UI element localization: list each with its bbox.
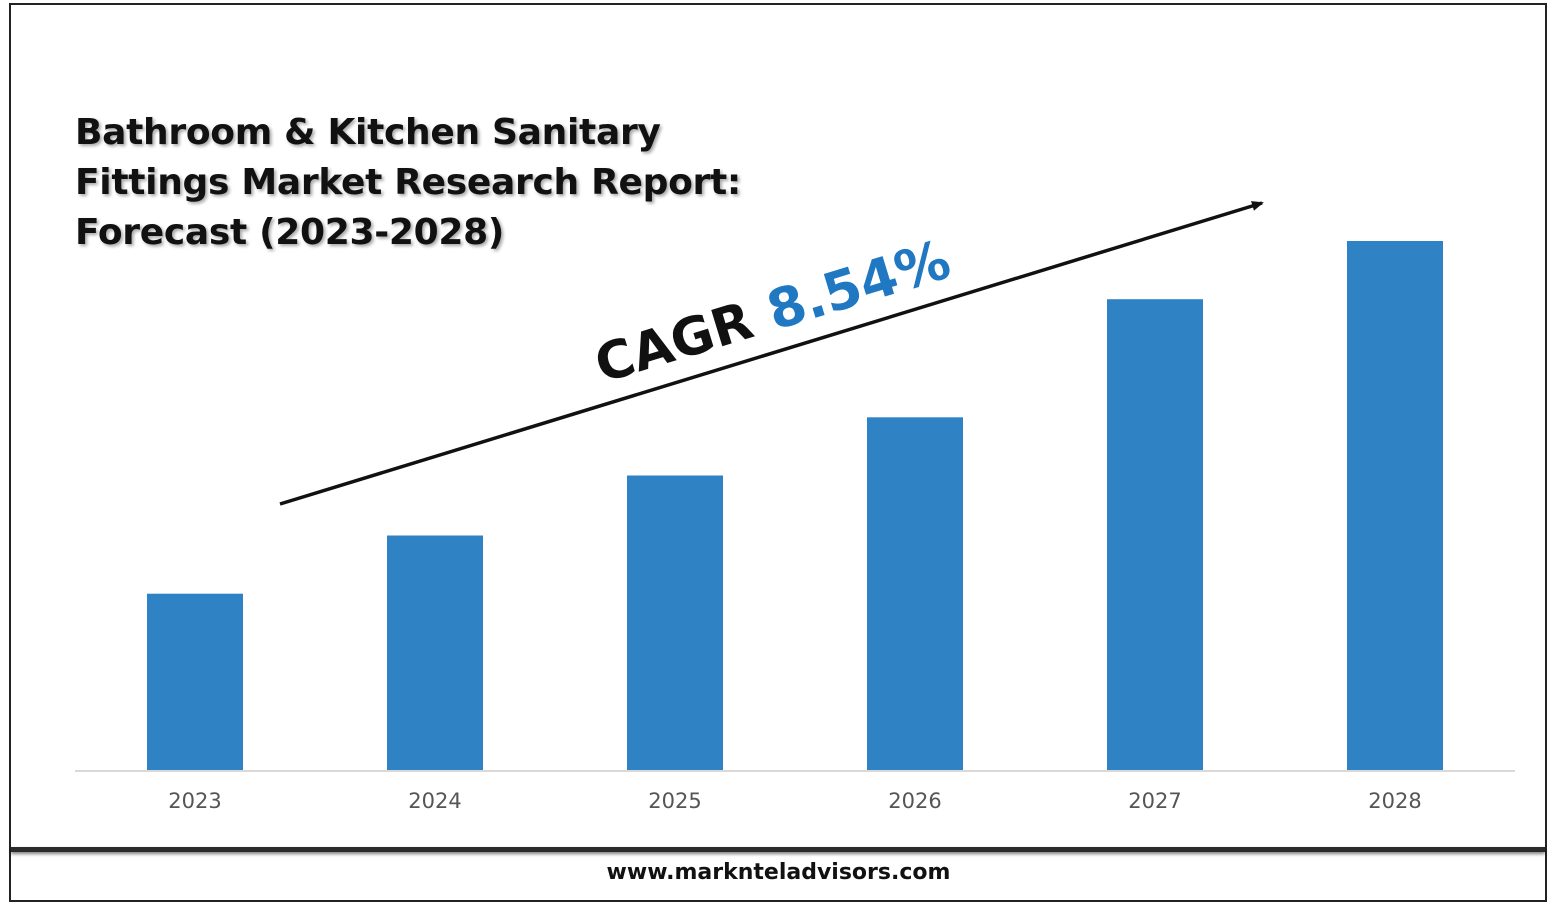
x-tick-label-2028: 2028 xyxy=(1368,789,1421,813)
x-tick-label-2025: 2025 xyxy=(648,789,701,813)
x-tick-label-2027: 2027 xyxy=(1128,789,1181,813)
bar-2026 xyxy=(867,417,963,770)
bar-2028 xyxy=(1347,241,1443,770)
title-line-2: Fittings Market Research Report: xyxy=(75,162,741,203)
chart-title: Bathroom & Kitchen Sanitary Fittings Mar… xyxy=(75,108,775,258)
x-tick-labels: 2023 2024 2025 2026 2027 2028 xyxy=(168,789,1421,813)
trend-arrow xyxy=(279,201,1264,506)
footer-url[interactable]: www.marknteladvisors.com xyxy=(606,860,951,885)
footer-divider xyxy=(11,847,1545,852)
bar-2025 xyxy=(627,475,723,770)
title-line-3: Forecast (2023-2028) xyxy=(75,212,505,253)
bar-2023 xyxy=(147,593,243,770)
title-line-1: Bathroom & Kitchen Sanitary xyxy=(75,112,661,153)
bar-2027 xyxy=(1107,299,1203,770)
x-tick-label-2024: 2024 xyxy=(408,789,461,813)
bar-2024 xyxy=(387,535,483,770)
x-tick-label-2026: 2026 xyxy=(888,789,941,813)
chart-frame xyxy=(9,3,1547,902)
cagr-label: CAGR xyxy=(588,291,760,395)
bars-group xyxy=(147,241,1443,770)
x-tick-label-2023: 2023 xyxy=(168,789,221,813)
